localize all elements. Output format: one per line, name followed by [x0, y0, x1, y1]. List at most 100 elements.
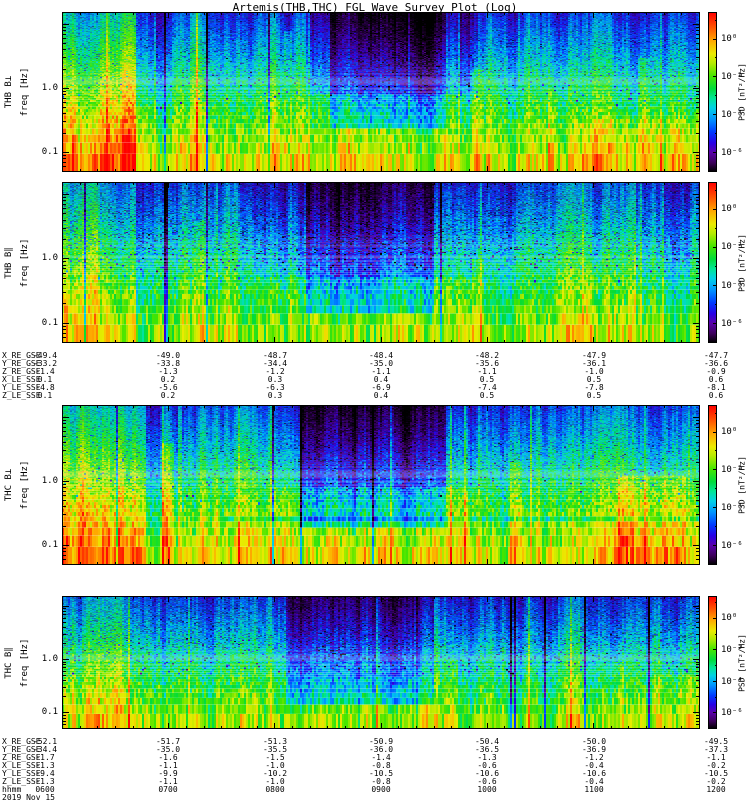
- colorbar-tick-label: 10⁰: [721, 203, 738, 214]
- annotation-value-text: -4.8: [35, 383, 55, 392]
- annotation-value: -0.6: [477, 762, 506, 770]
- annotation-value: -0.2: [706, 778, 735, 786]
- annotation-value-text: -49.4: [32, 351, 58, 360]
- colorbar-tick-label: 10⁰: [721, 613, 738, 624]
- annotation-value-text: -47.9: [581, 351, 607, 360]
- annotation-value-text: -0.4: [584, 761, 604, 770]
- annotation-value-text: -1.1: [158, 777, 178, 786]
- annotation-value-text: -36.1: [581, 359, 607, 368]
- annotation-value-text: -6.3: [265, 383, 285, 392]
- annotation-value: -1.1: [371, 368, 400, 376]
- annotation-value-text: 0.5: [479, 391, 495, 400]
- annotation-row-label: X_LE_SSE: [2, 761, 41, 770]
- annotation-value: -10.5: [704, 770, 740, 778]
- annotation-value: -7.4: [477, 384, 506, 392]
- annotation-value: 0.2: [161, 376, 182, 384]
- colorbar-tick-label: 10⁻²: [721, 242, 743, 253]
- annotation-value: -49.5: [704, 738, 740, 746]
- freq-tick-label: 1.0: [41, 654, 58, 665]
- annotation-value: 0.3: [268, 376, 289, 384]
- annotation-value: -8.1: [706, 384, 735, 392]
- annotation-value: -35.5: [263, 746, 299, 754]
- annotation-value-text: -36.5: [474, 745, 500, 754]
- annotation-value-text: -50.4: [474, 737, 500, 746]
- time-tick-text: 0700: [158, 785, 178, 794]
- annotation-value: -48.4: [369, 352, 405, 360]
- annotation-value: -7.8: [584, 384, 613, 392]
- annotation-value-text: -1.7: [35, 753, 55, 762]
- annotation-value-text: -9.4: [35, 769, 55, 778]
- spectrogram-canvas-thb-b-: [62, 12, 700, 172]
- annotation-value: -1.1: [158, 778, 187, 786]
- annotation-row-label: Z_RE_GSE: [2, 367, 41, 376]
- annotation-value-text: -1.2: [584, 753, 604, 762]
- annotation-value-text: -0.6: [477, 761, 497, 770]
- annotation-value: 0.4: [374, 392, 395, 400]
- annotation-value-text: -10.2: [262, 769, 288, 778]
- time-tick-text: 1200: [706, 785, 726, 794]
- annotation-value-text: -34.4: [262, 359, 288, 368]
- annotation-value: -36.6: [704, 360, 740, 368]
- annotation-value: -52.1: [33, 738, 69, 746]
- annotation-value-text: -35.6: [474, 359, 500, 368]
- annotation-value: -36.0: [369, 746, 405, 754]
- annotation-row-label: Y_LE_SSE: [2, 383, 41, 392]
- annotation-value-text: -35.0: [368, 359, 394, 368]
- annotation-value-text: -10.6: [581, 769, 607, 778]
- annotation-value-text: -1.5: [265, 753, 285, 762]
- colorbar-tick-label: 10⁻²: [721, 71, 743, 82]
- panel-label-thb-b-: THB B∥: [4, 246, 14, 279]
- time-tick-label: 1200: [706, 786, 735, 794]
- annotation-row-label: X_RE_GSE: [2, 351, 41, 360]
- annotation-value-text: -47.7: [703, 351, 729, 360]
- annotation-value-text: 0.4: [373, 375, 389, 384]
- time-tick-text: 0800: [265, 785, 285, 794]
- annotation-value: -47.7: [704, 352, 740, 360]
- time-tick-text: 1000: [477, 785, 497, 794]
- annotation-value-text: -0.8: [371, 761, 391, 770]
- colorbar-canvas-0: [708, 12, 717, 172]
- annotation-value: 0.2: [161, 392, 182, 400]
- annotation-value-text: -35.0: [155, 745, 181, 754]
- panel-label-thb-b-: THB B⊥: [4, 75, 14, 109]
- time-tick-text: 1100: [584, 785, 604, 794]
- annotation-value: -1.2: [584, 754, 613, 762]
- annotation-row-label: Y_LE_SSE: [2, 769, 41, 778]
- colorbar-tick-label: 10⁰: [721, 33, 738, 44]
- annotation-row-label: X_RE_GSE: [2, 737, 41, 746]
- annotation-value: -1.6: [158, 754, 187, 762]
- annotation-value: -0.4: [584, 762, 613, 770]
- annotation-value: -1.4: [35, 368, 64, 376]
- annotation-value: -10.5: [369, 770, 405, 778]
- annotation-value: -34.4: [263, 360, 299, 368]
- annotation-value: -35.0: [156, 746, 192, 754]
- annotation-value: 0.5: [480, 376, 501, 384]
- annotation-value: -1.7: [35, 754, 64, 762]
- annotation-value-text: -1.1: [706, 753, 726, 762]
- time-axis-label: hhmm: [2, 785, 22, 794]
- annotation-value-text: 0.2: [160, 391, 176, 400]
- annotation-value-text: -1.3: [35, 761, 55, 770]
- annotation-value-text: -1.0: [265, 761, 285, 770]
- colorbar-axis-label: PSD [nT²/Hz]: [737, 233, 747, 292]
- plot-title: Artemis(THB,THC) FGL Wave Survey Plot (L…: [232, 1, 518, 14]
- time-tick-label: 1100: [584, 786, 613, 794]
- freq-tick-label: 1.0: [41, 83, 58, 93]
- annotation-value: -0.8: [371, 778, 400, 786]
- colorbar-tick-label: 10⁻⁶: [721, 540, 743, 551]
- annotation-value-text: -36.6: [703, 359, 729, 368]
- colorbar-axis-label: PSD [nT²/Hz]: [737, 456, 747, 514]
- freq-tick-label: 0.1: [41, 317, 58, 328]
- annotation-value: -47.9: [582, 352, 618, 360]
- annotation-row-label: Z_LE_SSE: [2, 777, 41, 786]
- annotation-value-text: 0.5: [586, 375, 602, 384]
- annotation-value-text: -5.6: [158, 383, 178, 392]
- annotation-value-text: 0.5: [586, 391, 602, 400]
- annotation-value-text: -10.6: [474, 769, 500, 778]
- annotation-value: 0.5: [587, 376, 608, 384]
- time-tick-label: 0600: [35, 786, 64, 794]
- annotation-value-text: -48.7: [262, 351, 288, 360]
- annotation-value: -33.2: [33, 360, 69, 368]
- colorbar-canvas-1: [708, 182, 717, 343]
